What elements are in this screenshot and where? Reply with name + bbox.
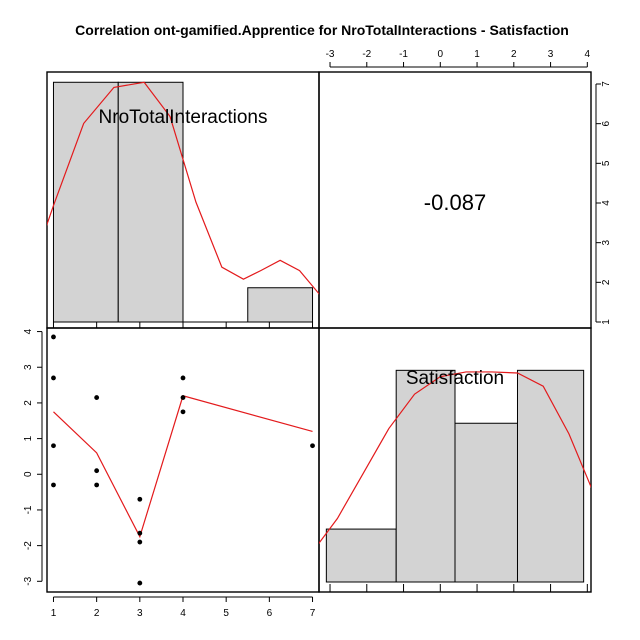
right-axis-tick-label: 6 (601, 120, 612, 126)
top-axis-tick-label: 1 (474, 49, 480, 60)
top-axis-tick-label: 3 (548, 49, 554, 60)
panel-bottom-right (318, 327, 592, 593)
scatter-point (180, 375, 186, 381)
chart-title: Correlation ont-gamified.Apprentice for … (75, 22, 569, 38)
histogram-bar-satisfaction (325, 528, 397, 583)
right-axis-tick-label: 7 (601, 81, 612, 87)
left-axis-tick-label: -2 (23, 541, 34, 550)
scatter-point (51, 375, 56, 381)
top-axis-tick-label: -1 (399, 49, 408, 60)
right-axis-tick-label: 3 (601, 239, 612, 245)
bottom-axis-tick-label: 6 (267, 608, 273, 619)
correlation-value: -0.087 (424, 190, 486, 215)
histogram-bar-nrototalinteractions (117, 81, 184, 323)
scatter-point (180, 395, 186, 400)
diagonal-label-satisfaction: Satisfaction (406, 368, 504, 389)
scatter-point (310, 443, 315, 449)
left-axis-tick-label: 4 (23, 328, 34, 334)
right-axis-tick-label: 2 (601, 279, 612, 285)
density-curve-nrototalinteractions (47, 81, 319, 295)
histogram-bar-nrototalinteractions (52, 81, 119, 323)
top-axis-tick-label: -2 (362, 49, 371, 60)
panel-bottom-left (46, 327, 320, 593)
axes-layer: 1 2 3 4 5 6 7 -3 -2 -1 0 1 2 3 4 -3 -2 -1 0 1 2 3 4 1 2 3 4 5 6 7 (23, 49, 612, 619)
scatter-point (137, 580, 143, 586)
bottom-axis-tick-label: 3 (137, 608, 143, 619)
top-axis-tick-label: 4 (585, 49, 591, 60)
right-axis-tick-label: 1 (601, 319, 612, 325)
scatter-point (94, 468, 100, 474)
scatter-point (94, 482, 100, 488)
left-axis-tick-label: -1 (23, 505, 34, 514)
left-axis-tick-label: 0 (23, 471, 34, 477)
top-axis-tick-label: 0 (438, 49, 444, 60)
histogram-bar-satisfaction (454, 422, 518, 583)
bottom-axis-tick-label: 5 (223, 608, 229, 619)
scatter-point (51, 334, 56, 340)
lowess-smoother-line (53, 395, 313, 539)
left-axis-tick-label: 2 (23, 400, 34, 406)
curves-layer (47, 81, 591, 545)
scatter-point (180, 409, 186, 415)
diagonal-label-nrototalinteractions: NroTotalInteractions (99, 107, 268, 128)
scatter-point (51, 443, 56, 449)
histogram-bar-nrototalinteractions (247, 287, 314, 323)
density-curve-satisfaction (319, 371, 591, 545)
right-axis-tick-label: 4 (601, 200, 612, 206)
scatter-points-layer (51, 334, 315, 586)
histogram-bar-satisfaction (395, 369, 456, 583)
top-axis-tick-label: -3 (326, 49, 335, 60)
right-axis-tick-label: 5 (601, 160, 612, 166)
scatter-point (137, 530, 143, 536)
left-axis-tick-label: 1 (23, 435, 34, 441)
left-axis-tick-label: 3 (23, 364, 34, 370)
bottom-axis-tick-label: 2 (94, 608, 100, 619)
bottom-axis-tick-label: 7 (310, 608, 316, 619)
scatter-point (94, 395, 100, 400)
bottom-axis-tick-label: 1 (51, 608, 57, 619)
scatter-point (137, 539, 143, 545)
scatter-point (137, 496, 143, 502)
scatter-point (51, 482, 56, 488)
top-axis-tick-label: 2 (511, 49, 517, 60)
histogram-bar-satisfaction (516, 369, 585, 583)
left-axis-tick-label: -3 (23, 576, 34, 585)
bottom-axis-tick-label: 4 (180, 608, 186, 619)
histogram-bars-layer (52, 81, 585, 583)
